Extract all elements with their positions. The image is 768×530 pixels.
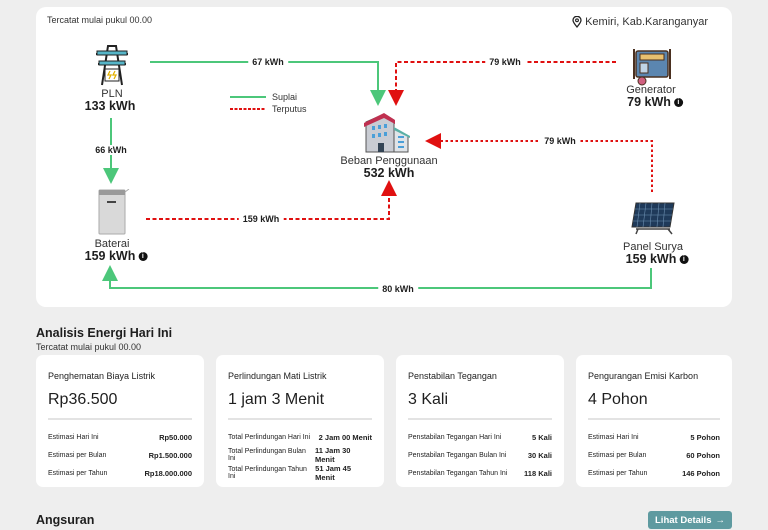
battery-icon [98, 189, 130, 235]
view-details-button[interactable]: Lihat Details → [648, 511, 732, 529]
row-label: Penstabilan Tegangan Tahun Ini [408, 469, 508, 477]
node-generator-value-text: 79 kWh [627, 95, 671, 109]
edge-label-pln-load: 67 kWh [248, 57, 288, 67]
row-value: 30 Kali [527, 450, 552, 460]
arrow-right-icon: → [715, 514, 726, 526]
solar-panel-icon [631, 202, 675, 235]
edge-label-solar-battery: 80 kWh [378, 284, 418, 294]
node-generator-label: Generator [626, 84, 676, 96]
edge-solar-load [425, 133, 653, 192]
edge-generator-load [388, 61, 616, 106]
card-title: Pengurangan Emisi Karbon [588, 371, 699, 381]
row-label: Penstabilan Tegangan Bulan Ini [408, 451, 507, 459]
edge-label-battery-load: 159 kWh [238, 214, 284, 224]
edge-label-generator-load: 79 kWh [485, 57, 525, 67]
row-label: Estimasi per Bulan [588, 451, 647, 459]
row-value: Rp50.000 [159, 432, 192, 442]
info-icon[interactable]: i [679, 255, 689, 265]
node-generator-value: 79 kWh i [627, 95, 683, 109]
installment-title: Angsuran [36, 513, 95, 527]
card-title: Penghematan Biaya Listrik [48, 371, 156, 381]
row-label: Penstabilan Tegangan Hari Ini [408, 433, 502, 441]
row-value: Rp1.500.000 [148, 450, 192, 460]
location-pin-icon [572, 16, 582, 28]
analysis-title: Analisis Energi Hari Ini [36, 326, 173, 340]
node-load-value: 532 kWh [363, 166, 415, 180]
info-icon[interactable]: i [673, 98, 683, 108]
building-icon [364, 113, 410, 153]
recorded-time: Tercatat mulai pukul 00.00 [47, 15, 153, 25]
legend-supply: Suplai [272, 92, 298, 102]
card-value: 1 jam 3 Menit [228, 391, 325, 408]
card-carbon-reduction: Pengurangan Emisi Karbon 4 Pohon Estimas… [576, 355, 732, 487]
node-battery-value: 159 kWh i [85, 249, 148, 263]
card-value: 3 Kali [408, 391, 449, 408]
node-solar-label: Panel Surya [623, 241, 683, 253]
row-label: Total Perlindungan Hari Ini [228, 433, 311, 441]
row-value: 146 Pohon [682, 468, 720, 478]
location-text: Kemiri, Kab.Karanganyar [585, 16, 708, 28]
node-battery-label: Baterai [94, 238, 130, 250]
row-value: 51 Jam 45 Menit [315, 464, 352, 482]
power-tower-icon [96, 45, 128, 86]
card-cost-savings: Penghematan Biaya Listrik Rp36.500 Estim… [36, 355, 204, 487]
row-value: 60 Pohon [686, 450, 720, 460]
info-icon[interactable]: i [138, 252, 148, 262]
row-label: Total Perlindungan Tahun Ini [228, 466, 307, 480]
energy-flow-panel: Tercatat mulai pukul 00.00 Kemiri, Kab.K… [36, 7, 732, 307]
flow-lines [102, 61, 653, 289]
node-pln-value: 133 kWh [84, 99, 136, 113]
card-title: Penstabilan Tegangan [408, 371, 497, 381]
node-solar-value: 159 kWh i [626, 252, 689, 266]
row-label: Estimasi Hari Ini [588, 433, 639, 441]
generator-icon [633, 49, 671, 86]
card-value: Rp36.500 [48, 391, 118, 408]
row-value: 5 Kali [531, 432, 552, 442]
edge-battery-load [146, 180, 397, 220]
card-title: Perlindungan Mati Listrik [228, 371, 327, 381]
card-voltage-stabilization: Penstabilan Tegangan 3 Kali Penstabilan … [396, 355, 564, 487]
row-value: 11 Jam 30 Menit [315, 446, 351, 464]
row-label: Estimasi per Tahun [588, 469, 648, 477]
row-label: Estimasi per Tahun [48, 469, 108, 477]
node-load-label: Beban Penggunaan [340, 155, 438, 167]
location: Kemiri, Kab.Karanganyar [572, 16, 708, 28]
analysis-subtitle: Tercatat mulai pukul 00.00 [36, 342, 142, 352]
edge-label-pln-battery: 66 kWh [91, 145, 131, 155]
card-outage-protection: Perlindungan Mati Listrik 1 jam 3 Menit … [216, 355, 384, 487]
row-value: 2 Jam 00 Menit [318, 432, 372, 442]
node-pln-label: PLN [101, 88, 123, 100]
edge-label-solar-load: 79 kWh [540, 136, 580, 146]
view-details-label: Lihat Details [655, 514, 712, 526]
legend-disconnected: Terputus [272, 104, 307, 114]
row-label: Estimasi per Bulan [48, 451, 107, 459]
node-solar-value-text: 159 kWh [625, 252, 677, 266]
row-label: Total Perlindungan Bulan Ini [228, 448, 306, 462]
row-label: Estimasi Hari Ini [48, 433, 99, 441]
node-battery-value-text: 159 kWh [84, 249, 136, 263]
row-value: Rp18.000.000 [144, 468, 192, 478]
row-value: 118 Kali [524, 468, 552, 478]
edge-pln-load [150, 61, 386, 106]
row-value: 5 Pohon [690, 432, 720, 442]
card-value: 4 Pohon [588, 391, 648, 408]
